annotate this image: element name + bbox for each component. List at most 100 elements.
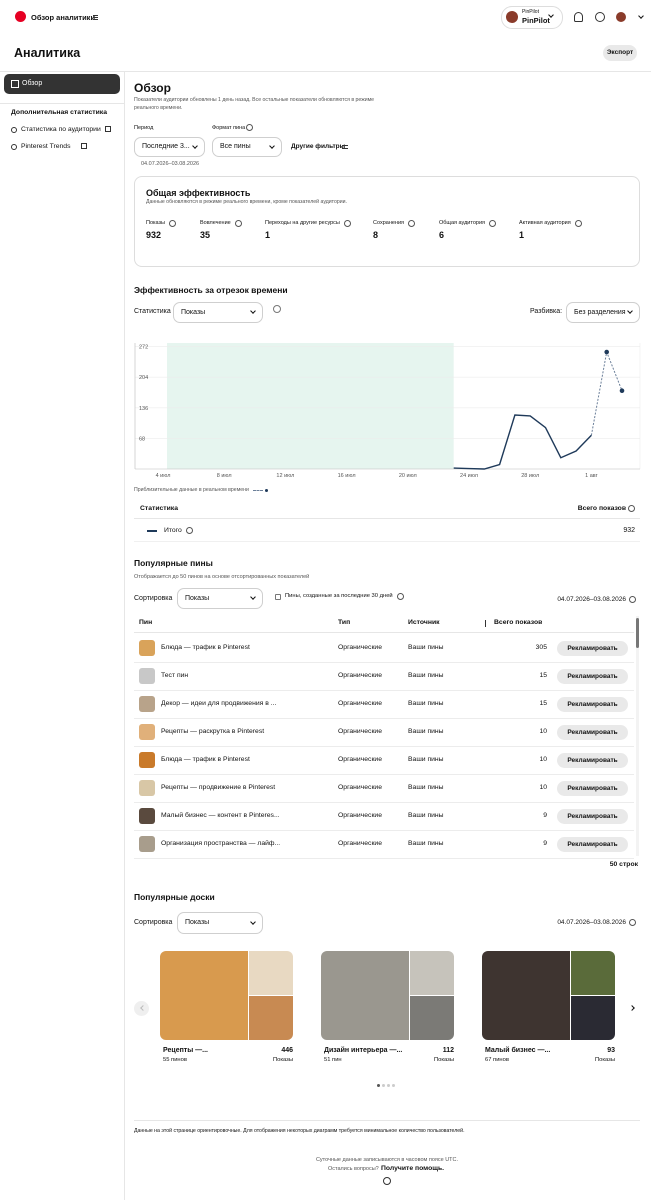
boards-date-range: 04.07.2026–03.08.2026 [557,919,626,926]
pin-name[interactable]: Декор — идеи для продвижения в ... [161,700,277,707]
sort-arrow [485,620,486,627]
metric-value: 35 [200,230,211,240]
page-title: Аналитика [14,46,81,60]
pin-count: 15 [539,700,547,707]
pin-name[interactable]: Рецепты — продвижение в Pinterest [161,784,276,791]
board-cover[interactable] [160,951,248,1040]
divider [134,830,634,831]
pin-thumbnail [139,668,155,684]
pin-source: Ваши пины [408,784,444,791]
carousel-prev[interactable] [134,1001,149,1016]
pin-name[interactable]: Тест пин [161,672,189,679]
period-label: Период [134,125,154,131]
divider [134,802,634,803]
pin-name[interactable]: Блюда — трафик в Pinterest [161,644,250,651]
footer-help[interactable]: Получите помощь. [381,1165,445,1172]
metric-dropdown[interactable] [173,302,263,323]
board-name[interactable]: Дизайн интерьера —... [324,1047,403,1054]
line-chart: 68 136 204 272 4 июл 8 июл 12 июл 16 июл 20 июл 2… [134,343,641,479]
promote-button[interactable]: Рекламировать [557,752,628,768]
promote-button[interactable]: Рекламировать [557,780,628,796]
sidebar-link[interactable]: Статистика по аудитории [21,126,101,133]
divider [134,746,634,747]
stats-header: Статистика [140,505,178,512]
divider [134,632,634,633]
board-pins: 67 пинов [485,1057,509,1063]
divider [134,518,640,519]
divider [134,690,634,691]
pin-name[interactable]: Организация пространства — лайф... [161,840,281,847]
pin-source: Ваши пины [408,812,444,819]
boards-sort-dropdown[interactable] [177,912,263,934]
divider [0,71,651,72]
x-tick-label: 20 июл [399,473,417,479]
pins-column-header: Источник [408,619,440,626]
sidebar-overview[interactable] [4,74,120,94]
divider [134,718,634,719]
sidebar-link-icon [11,127,17,133]
board-count: 112 [442,1047,454,1054]
board-name[interactable]: Рецепты —... [163,1047,208,1054]
metric-value: 8 [373,230,379,240]
add-metric-icon[interactable] [273,305,281,313]
pin-count: 15 [539,672,547,679]
format-dropdown[interactable] [212,137,282,157]
sidebar-link[interactable]: Pinterest Trends [21,143,71,150]
external-icon [81,143,87,149]
external-icon [105,126,111,132]
account-switcher[interactable] [501,6,563,29]
pin-thumbnail [139,780,155,796]
series-swatch [147,530,157,532]
promote-button[interactable]: Рекламировать [557,640,628,656]
y-tick-label: 272 [139,345,148,351]
carousel-dot [382,1084,385,1087]
promote-button[interactable]: Рекламировать [557,668,628,684]
promote-button[interactable]: Рекламировать [557,808,628,824]
pin-thumbnail [139,808,155,824]
pin-name[interactable]: Рецепты — раскрутка в Pinterest [161,728,265,735]
pins-note: Отображается до 50 пинов на основе отсор… [134,574,310,580]
metric-label: Сохранения [373,220,405,226]
promote-button[interactable]: Рекламировать [557,724,628,740]
account-name: PinPilot [522,16,550,25]
series-name: Итого [164,527,182,534]
overview-title: Обзор [134,81,171,95]
format-dropdown-value: Все пины [220,143,251,150]
export-button[interactable]: Экспорт [603,45,637,61]
pin-type: Органические [338,672,382,679]
timeline-title: Эффективность за отрезок времени [134,285,288,295]
info-icon [629,919,636,926]
info-icon [489,220,496,227]
sidebar-section: Дополнительная статистика [11,109,107,116]
format-label: Формат пина [212,125,246,131]
pins-sort-dropdown[interactable] [177,588,263,609]
bell-icon[interactable] [574,12,583,22]
promote-button[interactable]: Рекламировать [557,836,628,852]
board-name[interactable]: Малый бизнес —... [485,1047,551,1054]
info-icon [397,593,404,600]
pin-source: Ваши пины [408,840,444,847]
split-dropdown[interactable] [566,302,640,323]
pinterest-logo [15,11,26,22]
metric-value: 1 [519,230,525,240]
x-tick-label: 28 июл [521,473,539,479]
sidebar-overview-label: Обзор [22,80,43,87]
pin-name[interactable]: Блюда — трафик в Pinterest [161,756,250,763]
pin-name[interactable]: Малый бизнес — контент в Pinteres... [161,812,280,819]
overview-note: Показатели аудитории обновлены 1 день на… [134,97,375,111]
board-cover[interactable] [321,951,409,1040]
promote-button[interactable]: Рекламировать [557,696,628,712]
board-metric: Показы [272,1057,293,1063]
more-filters[interactable]: Другие фильтры [291,143,346,150]
board-cover[interactable] [482,951,570,1040]
data-point [619,388,625,394]
period-dropdown[interactable] [134,137,205,157]
recent-checkbox[interactable] [275,594,281,600]
x-tick-label: 4 июл [156,473,171,479]
menu-icon [93,15,98,16]
pins-date-range: 04.07.2026–03.08.2026 [557,596,626,603]
messages-icon[interactable] [595,12,605,22]
user-avatar[interactable] [616,12,626,22]
account-avatar [506,11,518,23]
x-tick-label: 16 июл [338,473,356,479]
